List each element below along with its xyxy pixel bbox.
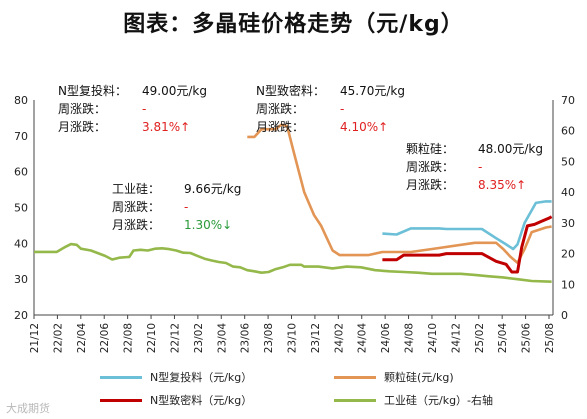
y-tick-left-label: 20: [14, 309, 28, 322]
y-tick-left-label: 70: [14, 130, 28, 143]
legend-label-industrial: 工业硅（元/kg）-右轴: [384, 394, 494, 407]
series-line-industrial: [34, 242, 552, 283]
y-tick-left-label: 30: [14, 273, 28, 286]
x-tick-label: 22/02: [52, 323, 64, 353]
annotation-n-fut: N型复投料： 49.00元/kg 周涨跌： - 月涨跌： 3.81%↑: [58, 82, 207, 136]
x-tick-label: 23/04: [216, 323, 228, 354]
y-tick-left-label: 50: [14, 202, 28, 215]
annotation-n-dense-week-value: -: [340, 102, 345, 116]
series-line-n-dense: [382, 215, 553, 274]
annotation-industrial-week-value: -: [184, 200, 189, 214]
series-line-granular: [247, 123, 552, 265]
legend-label-n-dense: N型致密料（元/kg）: [150, 394, 253, 407]
annotation-granular-week-label: 周涨跌：: [406, 160, 455, 174]
legend-label-granular: 颗粒硅(元/kg): [384, 371, 454, 384]
legend-item-industrial: 工业硅（元/kg）-右轴: [334, 392, 493, 408]
annotation-granular-name: 颗粒硅：: [406, 142, 455, 156]
annotation-granular-month-value: 8.35%↑: [478, 178, 527, 192]
y-tick-right-label: 60: [561, 125, 575, 138]
x-tick-label: 25/08: [544, 323, 556, 353]
x-tick-label: 23/06: [240, 323, 252, 354]
x-tick-label: 25/04: [497, 323, 509, 354]
x-tick-label: 24/12: [450, 323, 462, 353]
y-tick-right-label: 70: [561, 94, 575, 107]
x-tick-label: 21/12: [29, 323, 41, 353]
annotation-n-fut-week-value: -: [142, 102, 147, 116]
annotation-n-dense-month-label: 月涨跌：: [256, 120, 305, 134]
y-tick-right-label: 40: [561, 186, 575, 199]
y-tick-left-label: 80: [14, 94, 28, 107]
x-tick-label: 23/02: [193, 323, 205, 353]
x-tick-label: 23/10: [287, 323, 299, 353]
annotation-n-fut-name: N型复投料：: [58, 84, 127, 98]
legend-item-granular: 颗粒硅(元/kg): [334, 369, 454, 385]
annotation-n-dense-price: 45.70元/kg: [340, 84, 405, 98]
x-tick-label: 24/08: [404, 323, 416, 353]
x-tick-label: 22/08: [123, 323, 135, 353]
y-tick-left-label: 60: [14, 166, 28, 179]
annotation-industrial-month-label: 月涨跌：: [112, 218, 161, 232]
annotation-granular-week-value: -: [478, 160, 483, 174]
x-tick-label: 22/10: [146, 323, 158, 353]
annotation-industrial: 工业硅： 9.66元/kg 周涨跌： - 月涨跌： 1.30%↓: [112, 180, 241, 234]
x-tick-label: 24/10: [427, 323, 439, 353]
annotation-n-fut-month-label: 月涨跌：: [58, 120, 107, 134]
annotation-industrial-name: 工业硅：: [112, 182, 161, 196]
annotation-n-fut-week-label: 周涨跌：: [58, 102, 107, 116]
x-tick-label: 23/12: [310, 323, 322, 353]
y-tick-left-label: 40: [14, 237, 28, 250]
legend-swatch-n-fut: [100, 375, 142, 379]
x-tick-label: 24/04: [357, 323, 369, 354]
legend-item-n-fut: N型复投料（元/kg）: [100, 369, 252, 385]
y-tick-right-label: 10: [561, 278, 575, 291]
x-tick-label: 25/02: [474, 323, 486, 353]
annotation-n-dense-name: N型致密料：: [256, 84, 325, 98]
x-tick-label: 24/06: [380, 323, 392, 354]
x-tick-label: 24/02: [333, 323, 345, 353]
legend-item-n-dense: N型致密料（元/kg）: [100, 392, 252, 408]
x-tick-label: 23/08: [263, 323, 275, 353]
x-tick-label: 25/06: [521, 323, 533, 354]
annotation-n-dense: N型致密料： 45.70元/kg 周涨跌： - 月涨跌： 4.10%↑: [256, 82, 405, 136]
y-tick-right-label: 30: [561, 217, 575, 230]
annotation-n-fut-price: 49.00元/kg: [142, 84, 207, 98]
annotation-industrial-month-value: 1.30%↓: [184, 218, 233, 232]
legend-label-n-fut: N型复投料（元/kg）: [150, 371, 253, 384]
chart-title: 图表：多晶硅价格走势（元/kg）: [123, 12, 464, 37]
annotation-industrial-week-label: 周涨跌：: [112, 200, 161, 214]
legend-swatch-n-dense: [100, 398, 142, 402]
legend-swatch-granular: [334, 375, 376, 379]
annotation-n-dense-month-value: 4.10%↑: [340, 120, 389, 134]
y-tick-right-label: 20: [561, 248, 575, 261]
watermark-text: 大成期货: [6, 402, 50, 415]
legend-swatch-industrial: [334, 398, 376, 402]
annotation-granular: 颗粒硅： 48.00元/kg 周涨跌： - 月涨跌： 8.35%↑: [406, 140, 543, 194]
y-tick-right-label: 0: [561, 309, 568, 322]
annotation-granular-price: 48.00元/kg: [478, 142, 543, 156]
annotation-n-fut-month-value: 3.81%↑: [142, 120, 191, 134]
series-line-n-fut: [382, 200, 552, 251]
y-tick-right-label: 50: [561, 155, 575, 168]
annotation-granular-month-label: 月涨跌：: [406, 178, 455, 192]
x-tick-label: 22/06: [99, 323, 111, 354]
annotation-industrial-price: 9.66元/kg: [184, 182, 242, 196]
x-tick-label: 22/12: [169, 323, 181, 353]
x-tick-label: 22/04: [76, 323, 88, 354]
annotation-n-dense-week-label: 周涨跌：: [256, 102, 305, 116]
